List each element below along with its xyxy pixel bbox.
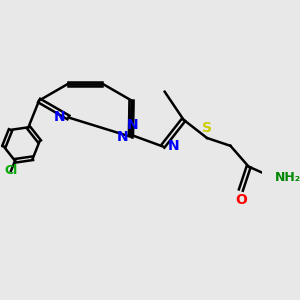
Text: N: N bbox=[126, 118, 138, 132]
Text: S: S bbox=[202, 122, 212, 135]
Text: NH₂: NH₂ bbox=[275, 171, 300, 184]
Text: N: N bbox=[117, 130, 128, 144]
Text: Cl: Cl bbox=[4, 164, 18, 177]
Text: N: N bbox=[54, 110, 65, 124]
Text: O: O bbox=[235, 193, 247, 207]
Text: N: N bbox=[167, 140, 179, 153]
